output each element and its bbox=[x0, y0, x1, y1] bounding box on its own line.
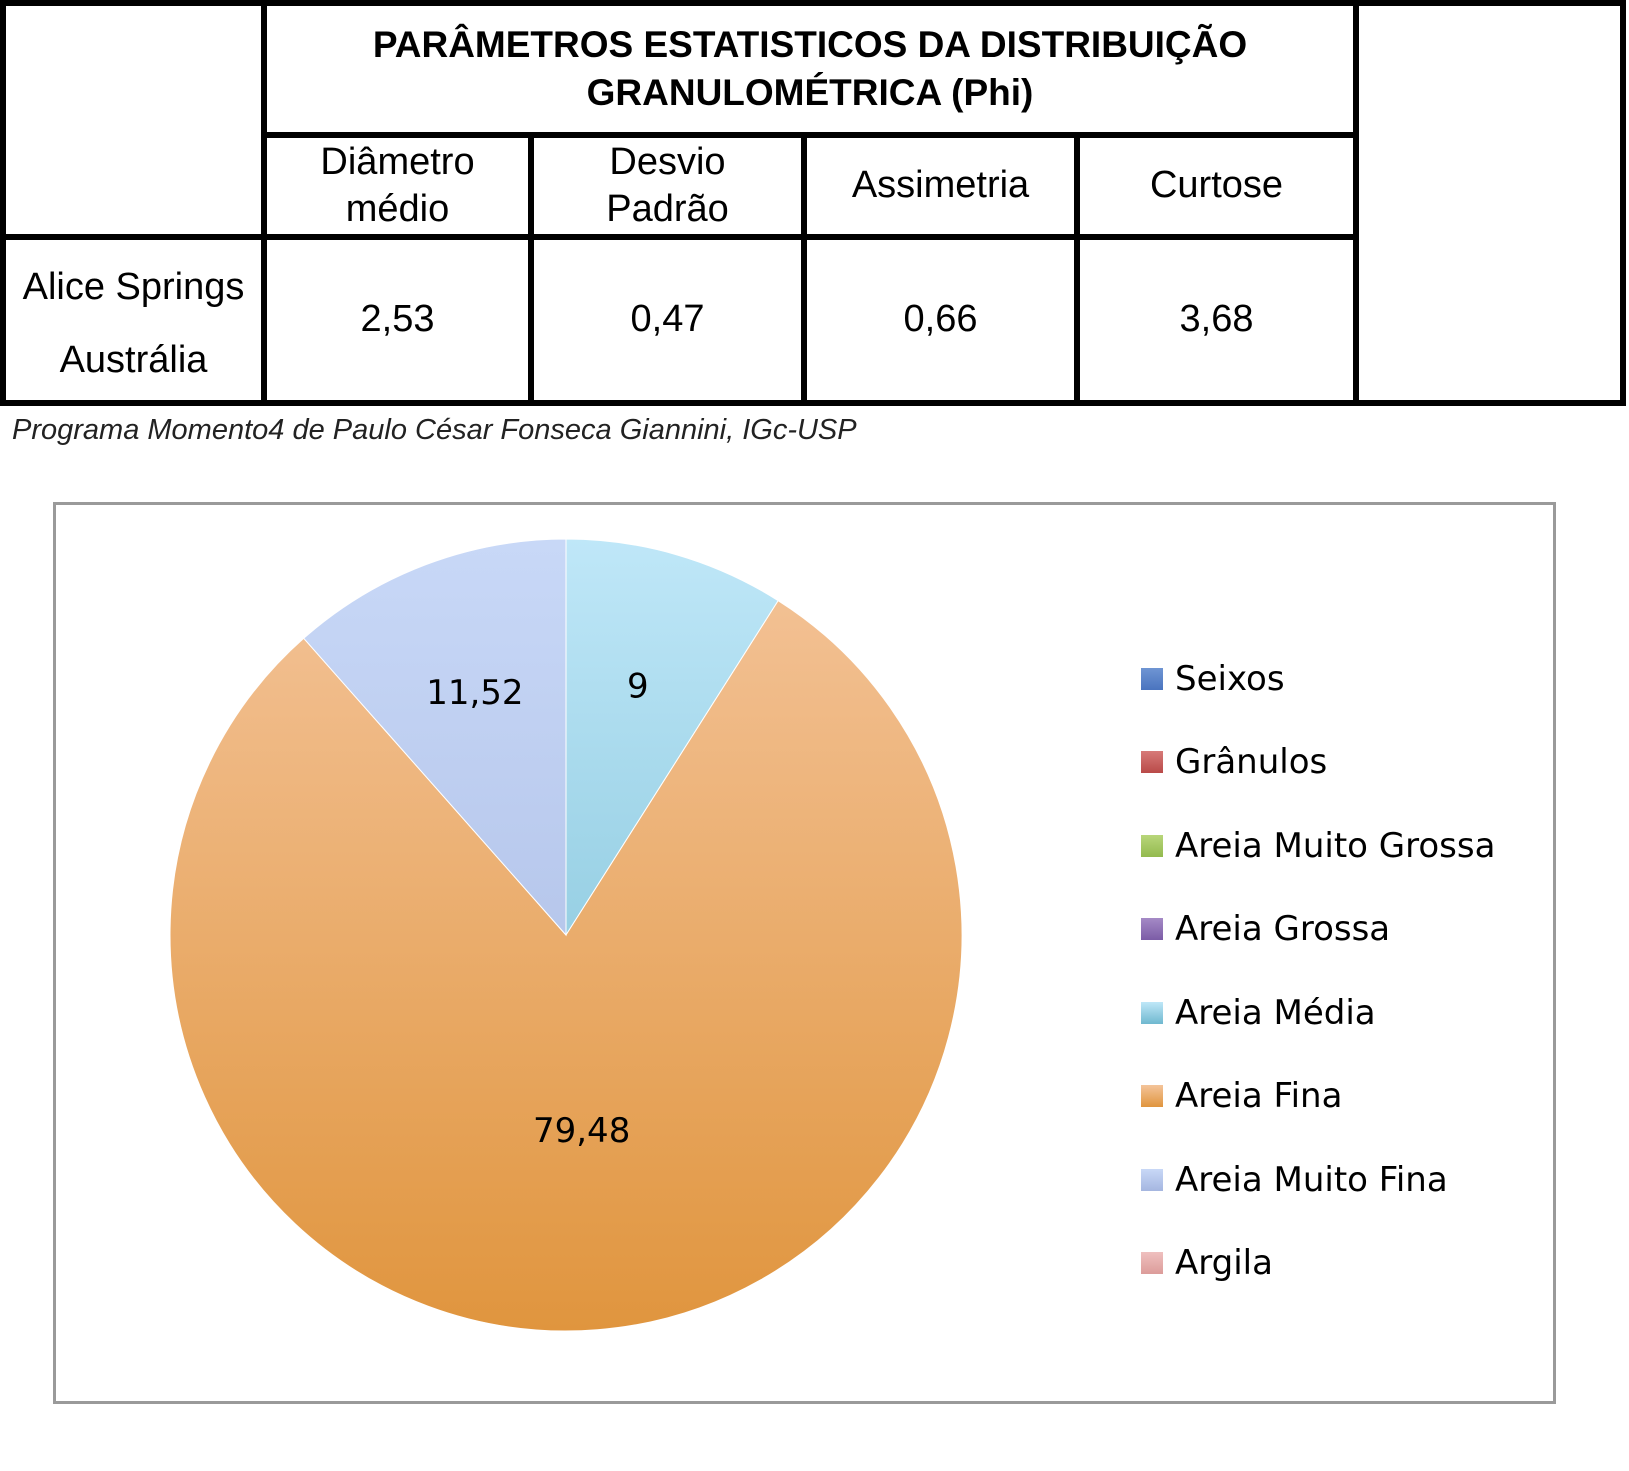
legend-label: Seixos bbox=[1175, 658, 1285, 699]
legend-swatch bbox=[1141, 1168, 1163, 1191]
col-header-curtose: Curtose bbox=[1074, 132, 1359, 240]
legend-label: Areia Muito Grossa bbox=[1175, 825, 1496, 866]
legend-item-argila: Argila bbox=[1141, 1222, 1495, 1306]
legend-item-areia-media: Areia Média bbox=[1141, 971, 1495, 1055]
row-label-line2: Austrália bbox=[59, 338, 208, 381]
data-label-areia-muito-fina: 11,52 bbox=[426, 673, 523, 713]
stats-table: PARÂMETROS ESTATISTICOS DA DISTRIBUIÇÃO … bbox=[0, 0, 1626, 406]
chart-legend: Seixos Grânulos Areia Muito Grossa Areia Gr… bbox=[1141, 637, 1495, 1305]
legend-swatch bbox=[1141, 667, 1163, 690]
value-text: 0,66 bbox=[903, 298, 978, 341]
col-header-desvio-padrao: Desvio Padrão bbox=[528, 132, 807, 240]
legend-item-areia-muito-fina: Areia Muito Fina bbox=[1141, 1138, 1495, 1222]
legend-swatch bbox=[1141, 1252, 1163, 1275]
value-diametro-medio: 2,53 bbox=[261, 234, 534, 406]
data-label-areia-fina: 79,48 bbox=[533, 1111, 630, 1151]
chart-frame: 9 79,48 11,52 Seixos Grânulos Areia Muito Gr… bbox=[53, 502, 1556, 1404]
value-desvio-padrao: 0,47 bbox=[528, 234, 807, 406]
row-label-cell: Alice Springs Austrália bbox=[0, 234, 267, 406]
row-label-line1: Alice Springs bbox=[22, 266, 245, 308]
legend-label: Areia Muito Fina bbox=[1175, 1159, 1448, 1200]
table-title: PARÂMETROS ESTATISTICOS DA DISTRIBUIÇÃO … bbox=[261, 0, 1359, 138]
value-assimetria: 0,66 bbox=[801, 234, 1080, 406]
pie-labels: 9 79,48 11,52 bbox=[426, 666, 648, 1151]
legend-item-areia-muito-grossa: Areia Muito Grossa bbox=[1141, 804, 1495, 888]
legend-swatch bbox=[1141, 1085, 1163, 1108]
pie-slice-areia-muito-fina bbox=[303, 538, 567, 937]
data-label-areia-media: 9 bbox=[627, 666, 649, 706]
col-header-line1: Assimetria bbox=[851, 164, 1030, 207]
legend-label: Areia Grossa bbox=[1175, 909, 1391, 950]
col-header-line2: Padrão bbox=[606, 188, 729, 230]
table-corner-cell bbox=[0, 0, 267, 240]
table-title-line2: GRANULOMÉTRICA (Phi) bbox=[586, 72, 1034, 113]
legend-item-granulos: Grânulos bbox=[1141, 721, 1495, 805]
col-header-line1: Desvio bbox=[609, 140, 726, 183]
legend-item-areia-grossa: Areia Grossa bbox=[1141, 888, 1495, 972]
table-right-empty-cell bbox=[1353, 0, 1626, 406]
legend-swatch bbox=[1141, 751, 1163, 774]
legend-label: Argila bbox=[1175, 1243, 1273, 1284]
col-header-line1: Curtose bbox=[1149, 164, 1284, 207]
legend-item-areia-fina: Areia Fina bbox=[1141, 1055, 1495, 1139]
table-title-line1: PARÂMETROS ESTATISTICOS DA DISTRIBUIÇÃO bbox=[372, 23, 1248, 65]
legend-label: Areia Média bbox=[1175, 992, 1376, 1033]
legend-swatch bbox=[1141, 834, 1163, 857]
value-text: 2,53 bbox=[360, 298, 435, 341]
value-text: 0,47 bbox=[630, 298, 705, 341]
value-curtose: 3,68 bbox=[1074, 234, 1359, 406]
col-header-line2: médio bbox=[345, 188, 450, 230]
legend-label: Areia Fina bbox=[1175, 1076, 1343, 1117]
legend-swatch bbox=[1141, 1001, 1163, 1024]
col-header-diametro-medio: Diâmetro médio bbox=[261, 132, 534, 240]
pie-chart: 9 79,48 11,52 bbox=[169, 538, 963, 1332]
legend-item-seixos: Seixos bbox=[1141, 637, 1495, 721]
value-text: 3,68 bbox=[1179, 298, 1254, 341]
pie-slice-areia-fina bbox=[169, 599, 963, 1332]
legend-label: Grânulos bbox=[1175, 742, 1328, 783]
pie-slices bbox=[169, 538, 963, 1332]
source-caption: Programa Momento4 de Paulo César Fonseca… bbox=[12, 414, 857, 446]
col-header-assimetria: Assimetria bbox=[801, 132, 1080, 240]
pie-slice-areia-media bbox=[565, 538, 779, 937]
col-header-line1: Diâmetro bbox=[320, 140, 475, 183]
legend-swatch bbox=[1141, 918, 1163, 941]
